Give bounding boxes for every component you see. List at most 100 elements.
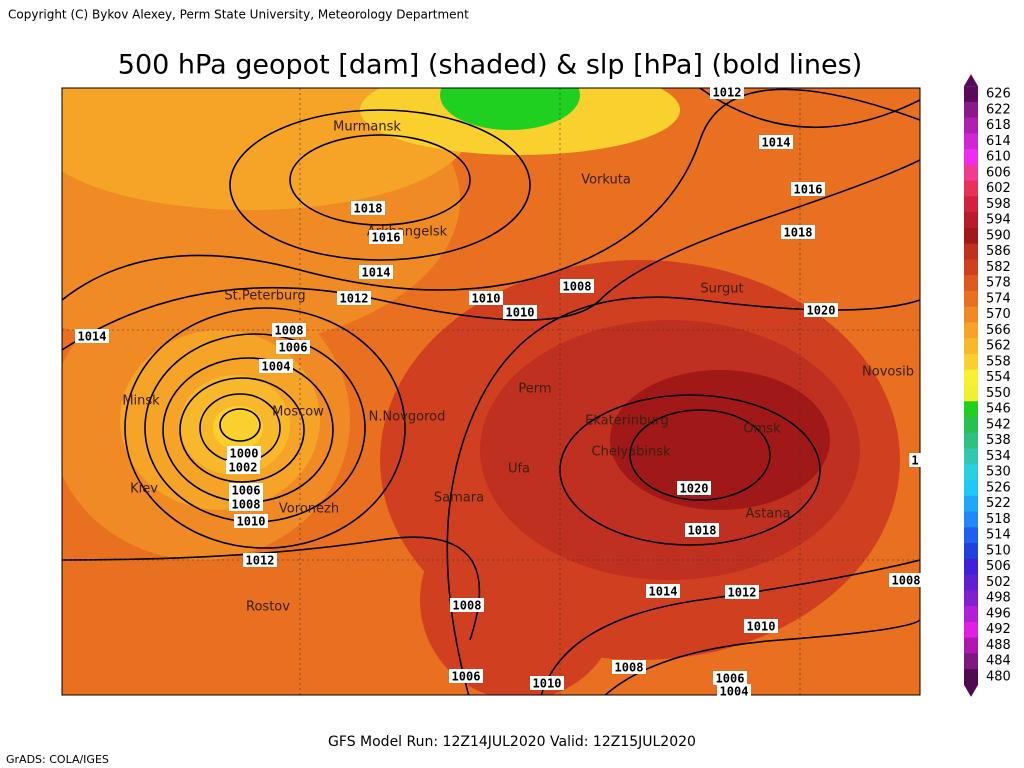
colorbar-label: 534 [986,449,1011,464]
isobar-label: 1008 [615,661,644,675]
isobar-label-box [351,201,385,215]
colorbar-label: 510 [986,543,1011,558]
colorbar-label: 542 [986,417,1011,432]
colorbar-swatch [964,227,978,245]
city-label: Rostov [246,600,290,615]
colorbar-top-cap [964,74,978,87]
colorbar-label: 488 [986,638,1011,653]
isobar-label-box [234,514,268,528]
isobar-label: 1002 [229,461,258,475]
colorbar-swatch [964,495,978,513]
isobar-label-box [744,619,778,633]
isobar-label: 1014 [762,136,791,150]
colorbar-label: 530 [986,465,1011,480]
map [62,88,920,695]
isobar-label: 1012 [728,586,757,600]
isobar-label: 1008 [892,574,921,588]
isobar-label-box [229,483,263,497]
isobar-label: 1016 [794,183,823,197]
colorbar-swatch [964,133,978,150]
isobar-label: 1 [911,454,918,468]
isobar-label-box [243,553,277,567]
copyright: Copyright (C) Bykov Alexey, Perm State U… [8,8,469,22]
colorbar-label: 558 [986,354,1011,369]
isobar-label-box [677,481,711,495]
isobar-label: 1006 [452,670,481,684]
isobar-label: 1006 [232,484,261,498]
isobar-label-box [226,460,260,474]
colorbar-label: 480 [986,670,1011,685]
isobar-label-box [276,340,310,354]
isobar-label: 1006 [716,672,745,686]
city-label: Ufa [508,462,530,477]
isobar-label: 1012 [340,292,369,306]
isobar-label-box [503,305,537,319]
isobar-label-box [710,85,744,99]
colorbar-label: 514 [986,528,1011,543]
colorbar-swatch [964,606,978,623]
isobar-label: 1014 [78,330,107,344]
isobar-label-box [359,265,393,279]
colorbar-swatch [964,621,978,639]
colorbar-label: 590 [986,228,1011,243]
colorbar-swatch [964,448,978,465]
isobar-label-box [530,676,564,690]
colorbar-swatch [964,322,978,339]
isobar-label-box [759,135,793,149]
colorbar-label: 602 [986,181,1011,196]
colorbar-label: 538 [986,433,1011,448]
isobar-label: 1020 [807,304,836,318]
colorbar-label: 518 [986,512,1011,527]
isobar-label-box [450,598,484,612]
isobar-label-box [612,660,646,674]
city-label: Ekaterinburg [585,414,669,429]
isobar-label: 1008 [563,280,592,294]
isobar-label-box [889,573,923,587]
city-label: Omsk [743,422,781,437]
colorbar-swatch [964,180,978,197]
colorbar-swatch [964,527,978,544]
colorbar-swatch [964,259,978,276]
isobar-label-box [646,584,680,598]
isobar-label-box [469,291,503,305]
isobar-label-box [337,291,371,305]
isobar-label: 1008 [453,599,482,613]
colorbar-swatch [964,401,978,418]
city-label: Vorkuta [581,173,631,188]
colorbar-label: 496 [986,606,1011,621]
title: 500 hPa geopot [dam] (shaded) & slp [hPa… [118,50,862,81]
colorbar-label: 562 [986,339,1011,354]
colorbar-label: 574 [986,291,1011,306]
colorbar-label: 618 [986,118,1011,133]
colorbar-label: 598 [986,197,1011,212]
isobar-label: 1010 [747,620,776,634]
colorbar-swatch [964,117,978,134]
isobar-label: 1008 [275,324,304,338]
colorbar-swatch [964,353,978,371]
colorbar-bottom-cap [964,684,978,697]
isobar-label: 1000 [230,447,259,461]
colorbar-swatch [964,511,978,528]
city-label: Murmansk [333,120,401,135]
isobar-label: 1018 [354,202,383,216]
colorbar-swatch [964,574,978,591]
isobar-label: 1006 [279,341,308,355]
colorbar-label: 484 [986,654,1011,669]
colorbar-swatch [964,385,978,402]
colorbar-swatch [964,669,978,686]
isobar-label: 1004 [720,685,749,699]
isobar-label-box [717,684,751,698]
colorbar-label: 492 [986,622,1011,637]
city-label: Kiev [130,482,158,497]
model-run: GFS Model Run: 12Z14JUL2020 Valid: 12Z15… [328,734,696,750]
colorbar-swatch [964,275,978,292]
colorbar-swatch [964,480,978,497]
isobar-label-box [781,225,815,239]
isobar-label: 1014 [362,266,391,280]
colorbar-swatch [964,338,978,355]
city-label: Voronezh [279,502,339,517]
isobar-label-box [909,453,921,467]
colorbar-swatch [964,653,978,670]
colorbar-label: 570 [986,307,1011,322]
